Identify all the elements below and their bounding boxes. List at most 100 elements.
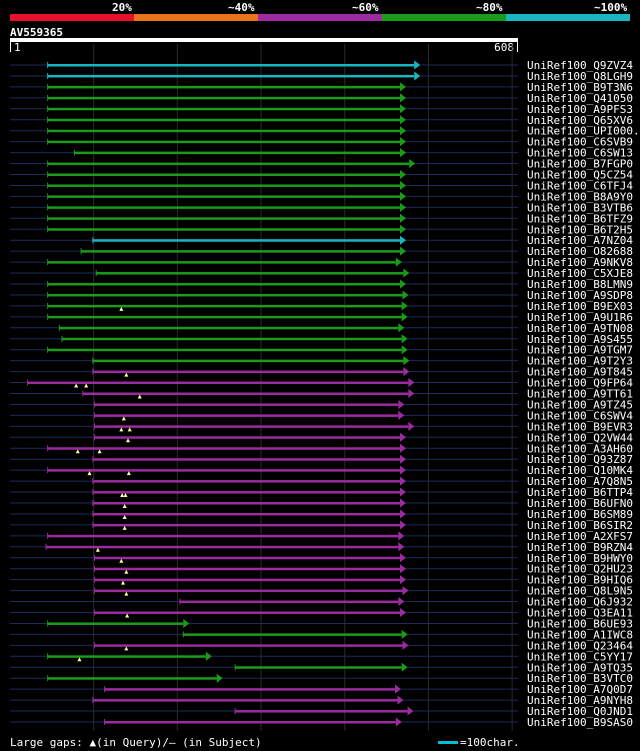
- hit-name-label: UniRef100_A9U1R6: [527, 311, 633, 324]
- hit-bar: [47, 162, 410, 166]
- hit-bar: [92, 512, 400, 516]
- hit-bar: [92, 239, 400, 242]
- hit-name-label: UniRef100_C5YY17: [527, 650, 633, 663]
- hit-arrow: [402, 640, 409, 650]
- hit-arrow: [399, 180, 406, 190]
- hit-bar: [47, 228, 400, 231]
- hit-name-label: UniRef100_Q2VW44: [527, 431, 633, 444]
- query-gap-marker: [124, 372, 129, 377]
- legend-swatch-100: [506, 14, 630, 21]
- hit-arrow: [414, 60, 421, 70]
- hit-arrow: [401, 345, 408, 355]
- hit-name-label: UniRef100_Q6J932: [527, 596, 633, 609]
- hit-bar: [94, 578, 400, 582]
- hit-arrow: [398, 597, 405, 607]
- hit-bar: [74, 151, 400, 155]
- hit-arrow: [216, 673, 223, 683]
- footer-gaps-legend: Large gaps: ▲(in Query)/– (in Subject): [10, 736, 262, 749]
- hit-name-label: UniRef100_Q0JND1: [527, 705, 633, 718]
- hit-bar: [47, 206, 400, 209]
- legend-swatch-40: [134, 14, 258, 21]
- hit-bar: [45, 545, 399, 549]
- hit-arrow: [399, 104, 406, 114]
- hit-bar: [47, 622, 184, 625]
- hit-arrow: [395, 257, 402, 267]
- hit-name-label: UniRef100_B6UFN0: [527, 497, 633, 510]
- hit-bar: [81, 250, 400, 253]
- hit-arrow: [398, 531, 405, 541]
- hit-name-label: UniRef100_C6SVB9: [527, 136, 633, 149]
- hit-arrow: [401, 334, 408, 344]
- scale-label: =100char.: [460, 736, 520, 749]
- hit-name-label: UniRef100_A2XFS7: [527, 530, 633, 543]
- hit-name-label: UniRef100_B8A9Y0: [527, 190, 633, 203]
- hit-bar: [47, 129, 400, 133]
- hit-arrow: [394, 684, 401, 694]
- hit-name-label: UniRef100_B9SAS0: [527, 716, 633, 729]
- hit-arrow: [205, 651, 212, 661]
- query-gap-marker: [120, 580, 125, 585]
- query-gap-marker: [119, 427, 124, 432]
- hit-name-label: UniRef100_A9TZ45: [527, 398, 633, 411]
- hit-bar: [47, 315, 402, 319]
- hit-name-label: UniRef100_B3VTB6: [527, 201, 633, 214]
- hit-bar: [61, 337, 402, 341]
- hit-name-label: UniRef100_B6TTP4: [527, 486, 633, 499]
- hit-arrow: [399, 553, 406, 563]
- hit-name-label: UniRef100_Q8LGH9: [527, 70, 633, 83]
- hit-arrow: [399, 93, 406, 103]
- hit-arrow: [408, 421, 415, 431]
- hit-arrow: [399, 170, 406, 179]
- query-gap-marker: [123, 493, 128, 498]
- query-gap-marker: [126, 471, 131, 476]
- hit-arrow: [402, 290, 409, 300]
- query-gap-marker: [125, 613, 130, 618]
- hit-arrow: [399, 213, 406, 223]
- hit-arrow: [401, 662, 408, 672]
- query-gap-marker: [122, 504, 127, 508]
- hit-bar: [47, 283, 400, 286]
- hit-name-label: UniRef100_A7Q0D7: [527, 683, 633, 696]
- hit-name-label: UniRef100_A9S455: [527, 333, 633, 346]
- hit-arrow: [401, 301, 408, 311]
- hit-arrow: [399, 454, 406, 464]
- hit-name-label: UniRef100_O82688: [527, 245, 633, 258]
- hit-arrow: [414, 71, 421, 81]
- hit-name-label: UniRef100_Q3EA11: [527, 607, 633, 620]
- hit-arrow: [399, 191, 406, 201]
- hit-arrow: [183, 618, 190, 628]
- hit-name-label: UniRef100_C6SWV4: [527, 409, 633, 422]
- hit-name-label: UniRef100_Q65XV6: [527, 114, 633, 127]
- hit-bar: [94, 567, 400, 571]
- hit-bar: [235, 710, 408, 713]
- hit-name-label: UniRef100_A9NKV8: [527, 256, 633, 269]
- hit-arrow: [399, 520, 406, 530]
- hit-arrow: [398, 323, 405, 333]
- query-gap-marker: [75, 449, 80, 454]
- query-gap-marker: [95, 547, 100, 552]
- hit-name-label: UniRef100_Q5CZ54: [527, 169, 633, 182]
- hit-bar: [47, 655, 206, 658]
- hit-bar: [92, 359, 404, 363]
- hit-arrow: [402, 586, 409, 596]
- hit-bar: [82, 392, 409, 395]
- hit-name-label: UniRef100_A9TGM7: [527, 344, 633, 357]
- hit-arrow: [399, 509, 406, 519]
- hit-bar: [94, 556, 400, 560]
- hit-arrow: [399, 279, 406, 289]
- hit-arrow: [399, 498, 406, 508]
- hit-name-label: UniRef100_A9TT61: [527, 388, 633, 401]
- hit-name-label: UniRef100_B6T2H5: [527, 223, 633, 236]
- hit-bar: [47, 118, 400, 122]
- hit-name-label: UniRef100_Q10MK4: [527, 464, 633, 477]
- hit-bar: [96, 272, 404, 275]
- hit-arrow: [399, 235, 406, 245]
- hit-bar: [47, 64, 415, 67]
- hit-arrow: [399, 443, 406, 453]
- hit-bar: [92, 458, 400, 461]
- hit-name-label: UniRef100_Q2HU23: [527, 563, 633, 576]
- hit-bar: [47, 534, 399, 538]
- hit-name-label: UniRef100_Q93Z87: [527, 453, 633, 466]
- hit-arrow: [399, 246, 406, 256]
